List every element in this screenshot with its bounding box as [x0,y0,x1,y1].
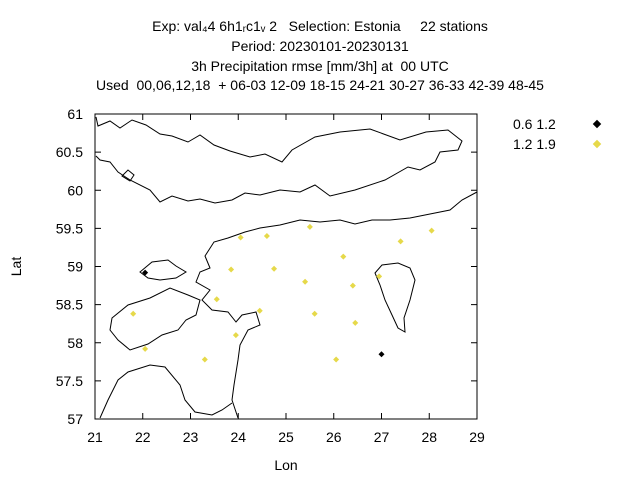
x-tick-label: 25 [278,429,294,445]
data-point [263,233,270,239]
x-tick-label: 21 [87,429,103,445]
data-point [271,265,278,272]
title-line-4: Used 00,06,12,18 + 06-03 12-09 18-15 24-… [96,77,544,93]
x-tick-label: 23 [183,429,199,445]
data-point [311,310,318,317]
data-point [397,238,404,245]
coastline-south [99,364,233,419]
data-point [130,310,137,317]
y-tick-label: 59 [67,259,83,275]
data-point [142,345,149,352]
x-axis-label: Lon [274,457,297,473]
y-tick-label: 60.5 [56,144,83,160]
data-point [349,282,356,289]
data-point [306,223,313,230]
data-point [352,319,359,326]
data-point [201,356,208,363]
data-point [378,351,385,358]
data-point [213,296,220,303]
coastline-north [95,116,463,204]
data-point [428,227,435,234]
legend-label: 1.2 1.9 [513,136,556,152]
coastline-estonia [195,191,478,419]
island-small [121,169,135,182]
y-tick-label: 60 [67,182,83,198]
series-layer [130,223,435,363]
title-line-1: Exp: val₄4 6h1ᵣc1ᵥ 2 Selection: Estonia … [152,18,488,34]
lake-peipus [374,262,416,333]
y-tick-label: 61 [67,106,83,122]
y-tick-label: 59.5 [56,220,83,236]
y-tick-label: 57.5 [56,373,83,389]
data-point [256,307,263,314]
y-tick-label: 57 [67,411,83,427]
data-point [302,278,309,285]
y-tick-label: 58 [67,335,83,351]
legend-label: 0.6 1.2 [513,116,556,132]
x-tick-label: 22 [135,429,151,445]
x-tick-label: 28 [421,429,437,445]
data-point [237,234,244,241]
data-point [340,253,347,260]
data-point [142,269,149,276]
x-tick-label: 24 [230,429,246,445]
x-tick-label: 27 [374,429,390,445]
data-point [333,356,340,363]
data-point [376,273,383,280]
title-line-3: 3h Precipitation rmse [mm/3h] at 00 UTC [191,58,449,74]
data-point [228,266,235,273]
island-hiiumaa [139,259,187,281]
x-tick-label: 26 [326,429,342,445]
x-tick-label: 29 [469,429,485,445]
data-point [232,332,239,339]
title-line-2: Period: 20230101-20230131 [231,38,409,54]
coastline-map [95,116,478,419]
axes: 21 22 23 24 25 26 27 28 29 57 57.5 58 58.5 59 59.5 60 60… [8,106,485,473]
island-saaremaa [109,287,201,351]
y-tick-label: 58.5 [56,297,83,313]
y-axis-label: Lat [8,257,24,277]
plot-frame [94,113,478,420]
